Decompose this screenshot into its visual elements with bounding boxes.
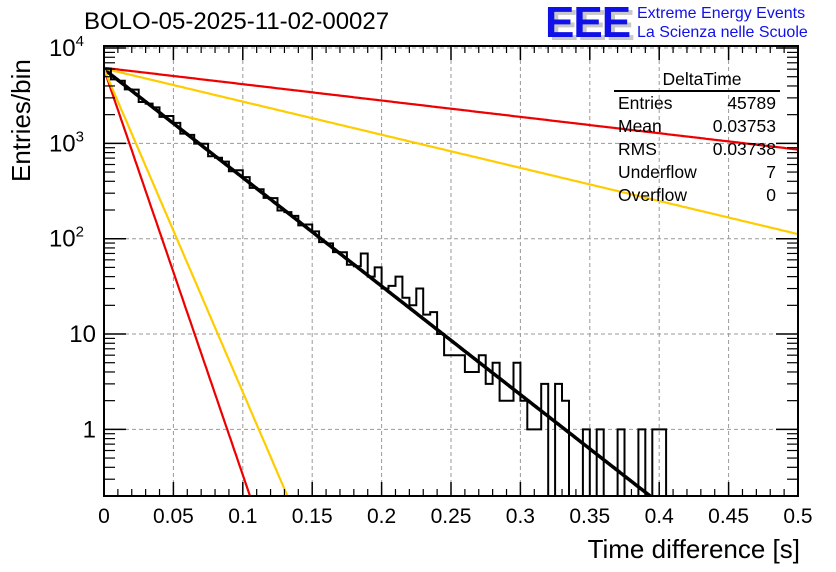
stats-row-overflow: Overflow 0 bbox=[614, 184, 780, 207]
stats-value: 7 bbox=[766, 162, 776, 182]
stats-value: 0.03738 bbox=[712, 139, 776, 159]
x-tick-label: 0.25 bbox=[431, 505, 472, 528]
x-tick-label: 0.1 bbox=[228, 505, 257, 528]
chart-title: BOLO-05-2025-11-02-00027 bbox=[84, 8, 390, 35]
axis-ticks bbox=[103, 46, 799, 497]
stats-row-entries: Entries 45789 bbox=[614, 92, 780, 115]
x-axis-label: Time difference [s] bbox=[587, 534, 800, 564]
y-tick-label: 1 bbox=[83, 416, 96, 443]
x-tick-label: 0.5 bbox=[783, 505, 812, 528]
x-tick-label: 0.4 bbox=[645, 505, 675, 528]
stats-value: 0 bbox=[766, 185, 776, 205]
stats-label: Entries bbox=[618, 93, 673, 113]
curve-red-shallow bbox=[104, 66, 798, 151]
curve-yellow-shallow bbox=[104, 67, 798, 236]
histogram-outline bbox=[104, 67, 668, 496]
eee-logo-mark: EEE bbox=[545, 0, 631, 47]
logo-line-2: La Scienza nelle Scuole bbox=[637, 24, 808, 41]
stats-label: Overflow bbox=[618, 185, 688, 205]
curve-yellow-steep bbox=[104, 68, 289, 496]
stats-box: DeltaTime Entries 45789 Mean 0.03753 RMS… bbox=[614, 68, 780, 207]
stats-row-mean: Mean 0.03753 bbox=[614, 115, 780, 138]
logo-line-1: Extreme Energy Events bbox=[637, 5, 806, 22]
stats-value: 45789 bbox=[727, 93, 776, 113]
y-tick-label: 102 bbox=[49, 224, 84, 253]
x-tick-label: 0.3 bbox=[506, 505, 535, 528]
y-tick-label: 104 bbox=[49, 33, 84, 62]
x-tick-label: 0.45 bbox=[708, 505, 749, 528]
y-tick-label: 10 bbox=[69, 321, 96, 348]
tick-labels: 0 0.05 0.1 0.15 0.2 0.25 0.3 0.35 0.4 0.45 0.5 104 1… bbox=[49, 33, 813, 528]
stats-label: Underflow bbox=[618, 162, 697, 182]
y-axis-label: Entries/bin bbox=[6, 59, 36, 182]
y-tick-label: 103 bbox=[49, 128, 84, 157]
x-tick-label: 0 bbox=[98, 505, 110, 528]
stats-label: RMS bbox=[618, 139, 657, 159]
curve-red-steep bbox=[104, 68, 252, 496]
x-tick-label: 0.05 bbox=[153, 505, 194, 528]
stats-label: Mean bbox=[618, 116, 662, 136]
histogram-group bbox=[104, 67, 668, 496]
stats-value: 0.03753 bbox=[712, 116, 776, 136]
x-tick-label: 0.2 bbox=[367, 505, 396, 528]
stats-row-rms: RMS 0.03738 bbox=[614, 138, 780, 161]
stats-title: DeltaTime bbox=[614, 68, 780, 92]
x-tick-label: 0.15 bbox=[292, 505, 333, 528]
eee-logo: EEE Extreme Energy Events La Scienza nel… bbox=[545, 0, 835, 47]
stats-row-underflow: Underflow 7 bbox=[614, 161, 780, 184]
x-tick-label: 0.35 bbox=[569, 505, 610, 528]
